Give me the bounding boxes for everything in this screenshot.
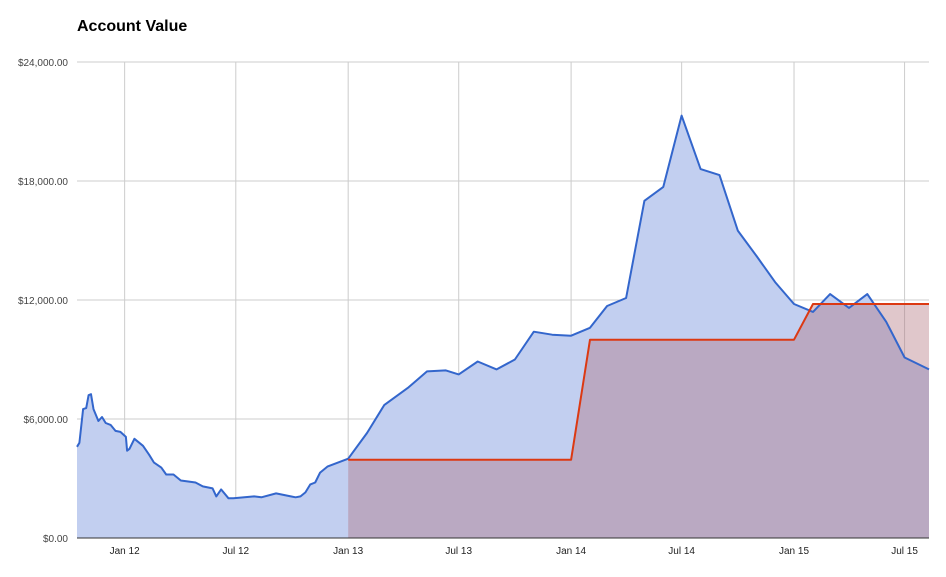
chart-title: Account Value [77, 18, 187, 35]
series-1-line [76, 114, 930, 500]
x-tick-label: Jan 13 [333, 546, 363, 557]
series-2-line [348, 303, 929, 461]
y-tick-label: $12,000.00 [18, 296, 68, 307]
x-tick-label: Jan 15 [779, 546, 809, 557]
x-tick-label: Jan 14 [556, 546, 586, 557]
series-lines [76, 114, 930, 500]
x-tick-label: Jan 12 [110, 546, 140, 557]
y-tick-label: $24,000.00 [18, 58, 68, 69]
y-tick-label: $0.00 [43, 534, 68, 545]
series-1-area [77, 115, 929, 538]
series-2-area [348, 304, 929, 538]
axes: $0.00 $6,000.00 $12,000.00 $18,000.00 $24,00… [18, 58, 929, 557]
y-tick-label: $18,000.00 [18, 177, 68, 188]
x-tick-label: Jul 15 [891, 546, 918, 557]
x-tick-label: Jul 12 [222, 546, 249, 557]
x-tick-label: Jul 14 [668, 546, 695, 557]
x-tick-label: Jul 13 [445, 546, 472, 557]
y-tick-label: $6,000.00 [24, 415, 69, 426]
series-areas [77, 115, 929, 538]
